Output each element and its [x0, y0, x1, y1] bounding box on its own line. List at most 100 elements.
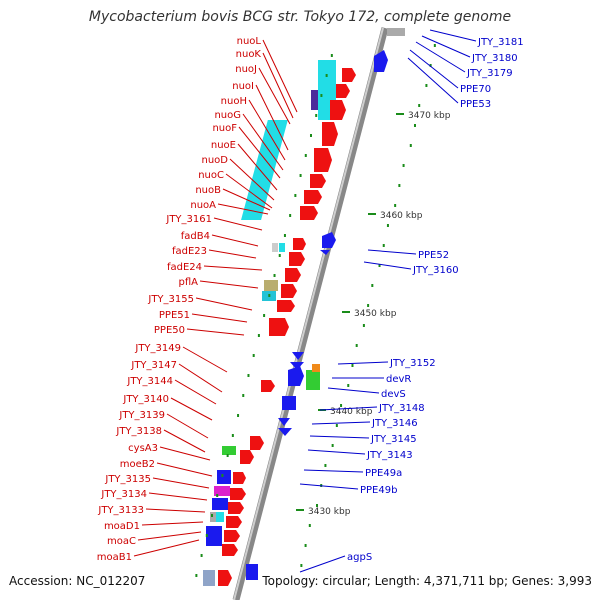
tick-mark — [316, 504, 319, 507]
tick-mark — [335, 424, 338, 427]
left-leader-line — [133, 539, 200, 557]
tick-mark — [299, 174, 302, 177]
tick-mark — [257, 334, 260, 337]
gene-label-left: JTY_3144 — [126, 376, 173, 387]
tick-mark — [304, 544, 307, 547]
tick-mark — [320, 94, 323, 97]
right-leader-line — [299, 483, 359, 490]
gene-label-left: JTY_3149 — [134, 343, 181, 354]
tick-mark — [382, 244, 385, 247]
gene-label-left: nuoJ — [235, 64, 257, 75]
gene-label-left: nuoK — [236, 49, 262, 60]
red-gene-arrows — [218, 68, 356, 586]
tick-mark — [237, 414, 240, 417]
gene-label-left: PPE51 — [159, 310, 190, 321]
gene-block — [216, 512, 224, 522]
tick-mark — [216, 494, 219, 497]
left-leader-line — [152, 477, 210, 489]
left-leader-line — [255, 84, 289, 151]
gene-block — [222, 446, 236, 455]
gene-label-left: nuoI — [232, 81, 254, 92]
tick-mark — [304, 154, 307, 157]
gene-label-right: JTY_3145 — [370, 434, 417, 445]
tick-mark — [386, 224, 389, 227]
gene-block — [214, 486, 230, 496]
map-title: Mycobacterium bovis BCG str. Tokyo 172, … — [88, 9, 512, 25]
accession-label: Accession: NC_012207 — [9, 574, 146, 588]
gene-block — [203, 570, 215, 586]
right-leader-line — [429, 29, 477, 42]
left-leader-line — [166, 413, 209, 439]
tick-mark — [195, 574, 198, 577]
right-leader-line — [337, 361, 389, 365]
tick-mark — [308, 524, 311, 527]
tick-mark — [433, 44, 436, 47]
tick-mark — [242, 394, 245, 397]
scale-labels: 3470 kbp 3460 kbp 3450 kbp 3440 kbp 3430 kbp — [296, 111, 451, 517]
tick-mark — [367, 304, 370, 307]
left-leader-line — [262, 52, 294, 119]
right-gene-labels: JTY_3181 JTY_3180 JTY_3179 PPE70 PPE53 PPE52 J… — [299, 29, 524, 573]
gene-label-right: PPE70 — [460, 84, 491, 95]
gene-label-right: JTY_3181 — [477, 37, 524, 48]
tick-mark — [429, 64, 432, 67]
gene-label-right: JTY_3160 — [412, 265, 459, 276]
tick-mark — [221, 474, 224, 477]
left-leader-line — [208, 249, 257, 259]
right-leader-line — [327, 387, 380, 394]
gene-label-left: fadE24 — [167, 262, 202, 273]
tick-mark — [378, 264, 381, 267]
gene-label-left: nuoG — [214, 110, 241, 121]
gene-label-left: JTY_3138 — [115, 426, 162, 437]
tick-mark — [340, 404, 343, 407]
gene-label-left: cysA3 — [128, 443, 158, 454]
tick-mark — [226, 454, 229, 457]
tick-mark — [418, 104, 421, 107]
gene-label-left: JTY_3135 — [104, 474, 151, 485]
right-leader-line — [409, 49, 459, 89]
left-leader-line — [262, 39, 298, 113]
gene-block — [311, 90, 318, 110]
tick-mark — [325, 74, 328, 77]
gene-label-right: PPE49a — [365, 468, 402, 479]
gene-label-left: moaC — [107, 536, 136, 547]
tick-mark — [362, 324, 365, 327]
tick-mark — [289, 214, 292, 217]
blue-gene-arrows — [246, 50, 388, 580]
right-leader-line — [363, 261, 412, 270]
left-leader-line — [141, 521, 204, 526]
left-leader-line — [225, 173, 273, 209]
gene-label-left: JTY_3161 — [165, 214, 212, 225]
tick-mark — [278, 254, 281, 257]
tick-mark — [205, 534, 208, 537]
gene-glyphs — [203, 28, 405, 586]
backbone-highlight — [233, 27, 384, 600]
left-leader-line — [229, 158, 275, 201]
gene-label-left: JTY_3134 — [100, 489, 147, 500]
tick-mark — [247, 374, 250, 377]
tick-mark — [252, 354, 255, 357]
tick-mark — [347, 384, 350, 387]
left-leader-line — [159, 446, 211, 461]
gene-label-right: JTY_3180 — [471, 53, 518, 64]
gene-label-left: JTY_3155 — [147, 294, 194, 305]
left-leader-line — [242, 113, 284, 171]
gene-label-left: nuoE — [211, 140, 236, 151]
right-leader-line — [367, 249, 417, 255]
left-leader-line — [217, 203, 269, 215]
left-leader-line — [137, 531, 202, 541]
gene-block — [306, 370, 320, 390]
gene-label-left: JTY_3140 — [122, 394, 169, 405]
gene-label-left: nuoF — [212, 123, 237, 134]
gene-label-right: PPE52 — [418, 250, 449, 261]
gene-label-right: JTY_3148 — [378, 403, 425, 414]
gene-block — [387, 28, 405, 36]
gene-label-left: nuoC — [198, 170, 224, 181]
tick-mark — [398, 184, 401, 187]
tick-mark — [413, 124, 416, 127]
gene-label-left: JTY_3139 — [118, 410, 165, 421]
gene-block — [264, 280, 278, 291]
gene-label-left: nuoB — [195, 185, 221, 196]
right-leader-line — [421, 35, 471, 58]
left-leader-line — [203, 265, 263, 271]
